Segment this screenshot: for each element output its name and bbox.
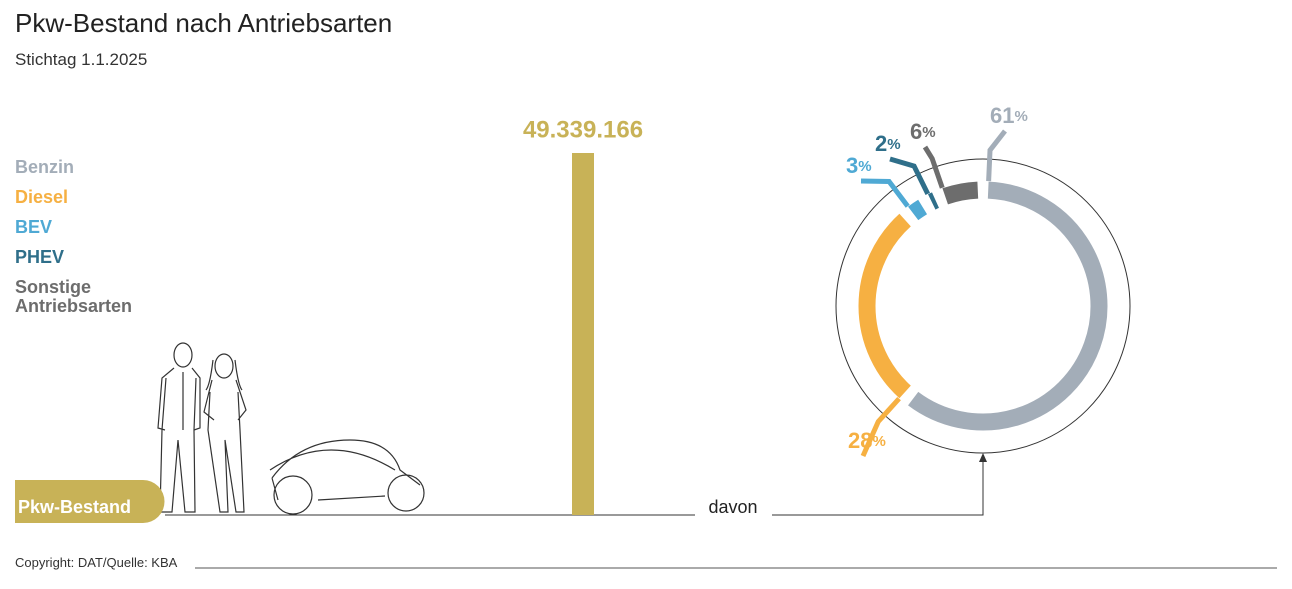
legend: Benzin Diesel BEV PHEV Sonstige Antriebsarte… [15, 158, 165, 327]
donut-segment [927, 192, 940, 210]
category-pill [15, 480, 165, 523]
source: Copyright: DAT/Quelle: KBA [15, 555, 178, 570]
car-illustration [269, 439, 425, 515]
leader-line [922, 145, 945, 189]
category-label: Pkw-Bestand [18, 497, 131, 517]
bar [572, 153, 594, 515]
value-label: 28% [848, 428, 886, 453]
leader-line [986, 129, 1007, 182]
arrow-head [979, 453, 987, 462]
legend-entry: PHEV [15, 247, 65, 267]
leader-line [860, 396, 901, 458]
donut-segment [908, 199, 928, 221]
legend-entry: Benzin [15, 157, 75, 177]
leader-line [860, 178, 910, 208]
value-label: 6% [910, 119, 936, 144]
annotation: davon [708, 497, 757, 517]
value-label: 2% [875, 131, 901, 156]
value-label: 49.339.166 [523, 116, 643, 143]
legend-entry: BEV [15, 217, 53, 237]
legend-entry: Diesel [15, 187, 69, 207]
donut-segment [908, 181, 1108, 431]
people-illustration [157, 342, 247, 513]
value-label: 3% [846, 153, 872, 178]
leader-line [889, 156, 931, 195]
title: Pkw-Bestand nach Antriebsarten [15, 8, 393, 38]
subtitle: Stichtag 1.1.2025 [15, 50, 148, 69]
connector [772, 460, 984, 516]
outer-ring [835, 158, 1131, 454]
donut-segment [858, 213, 911, 399]
value-label: 61% [990, 103, 1028, 128]
legend-entry: Sonstige Antriebsarten [15, 277, 133, 316]
donut-segment [942, 181, 979, 205]
